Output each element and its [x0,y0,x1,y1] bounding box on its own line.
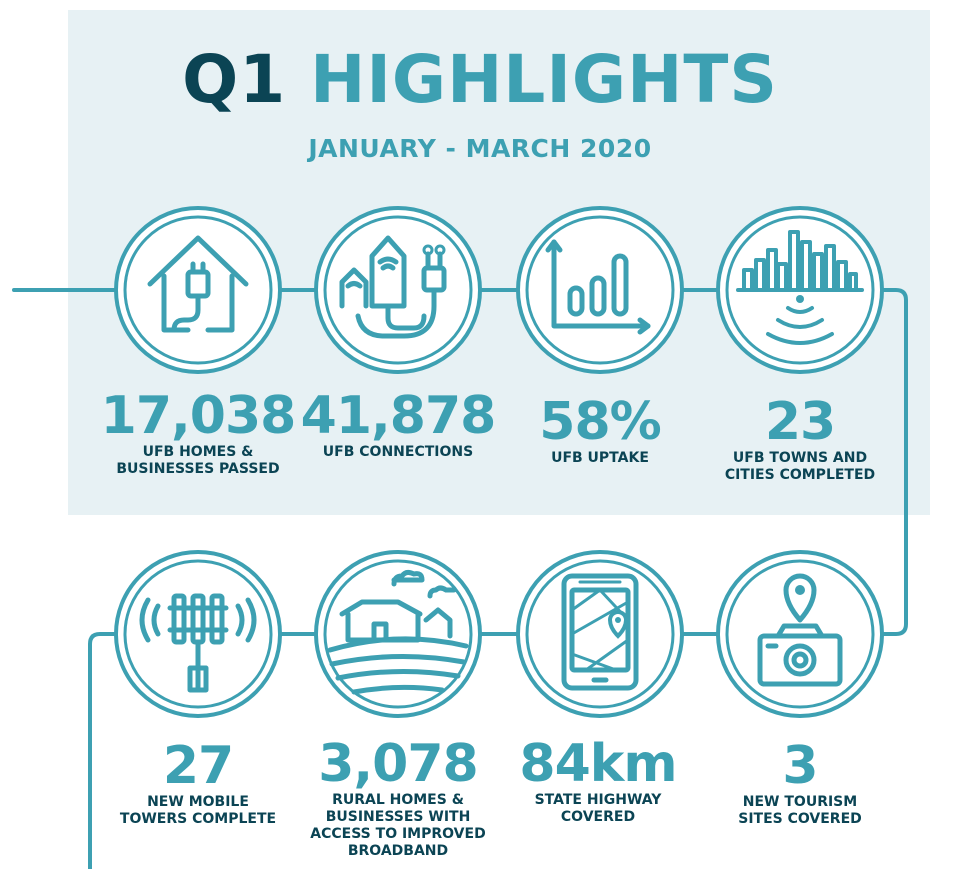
page-subtitle: JANUARY - MARCH 2020 [308,134,652,163]
stat-value: 3 [782,736,818,796]
stat-value: 58% [539,392,661,452]
stat-value: 3,078 [318,734,478,794]
stat-label-line: BUSINESSES PASSED [116,461,280,477]
title-prefix: Q1 [182,41,287,118]
stat-mobile-towers: 27 NEW MOBILE TOWERS COMPLETE [88,738,308,828]
stat-label-line: COVERED [560,809,636,825]
stat-rural-homes: 3,078 RURAL HOMES & BUSINESSES WITH ACCE… [288,736,508,860]
stat-label-line: ACCESS TO IMPROVED [310,826,486,842]
city-wifi-icon [716,206,884,374]
stat-label-line: CITIES COMPLETED [724,467,876,483]
stat-value: 17,038 [100,386,297,446]
page-title: Q1 HIGHLIGHTS [0,40,960,120]
stat-label-line: UFB UPTAKE [551,450,649,466]
stat-label-line: BUSINESSES WITH [325,809,471,825]
rural-home-icon [314,550,482,718]
bar-chart-icon [516,206,684,374]
stat-connections: 41,878 UFB CONNECTIONS [288,388,508,461]
house-plug-icon [114,206,282,374]
stat-towns-completed: 23 UFB TOWNS AND CITIES COMPLETED [690,394,910,484]
stat-label-line: BROADBAND [347,843,449,859]
title-main: HIGHLIGHTS [310,41,778,118]
stat-label-line: TOWERS COMPLETE [119,811,277,827]
stat-value: 23 [764,392,836,452]
stat-label-line: NEW MOBILE [147,794,249,810]
mobile-tower-icon [114,550,282,718]
stat-value: 84km [519,734,677,794]
stat-homes-passed: 17,038 UFB HOMES & BUSINESSES PASSED [88,388,308,478]
stat-uptake: 58% UFB UPTAKE [490,394,710,467]
stat-label-line: UFB TOWNS AND [732,450,868,466]
stat-state-highway: 84km STATE HIGHWAY COVERED [488,736,708,826]
tablet-map-icon [516,550,684,718]
stat-label-line: UFB CONNECTIONS [322,444,474,460]
stat-label-line: UFB HOMES & [142,444,254,460]
stat-tourism-sites: 3 NEW TOURISM SITES COVERED [690,738,910,828]
stat-label-line: STATE HIGHWAY [534,792,662,808]
stat-label-line: NEW TOURISM [742,794,858,810]
camera-pin-icon [716,550,884,718]
buildings-plug-icon [314,206,482,374]
stat-label-line: SITES COVERED [738,811,862,827]
stat-value: 41,878 [300,386,497,446]
stat-value: 27 [162,736,234,796]
stat-label-line: RURAL HOMES & [332,792,464,808]
